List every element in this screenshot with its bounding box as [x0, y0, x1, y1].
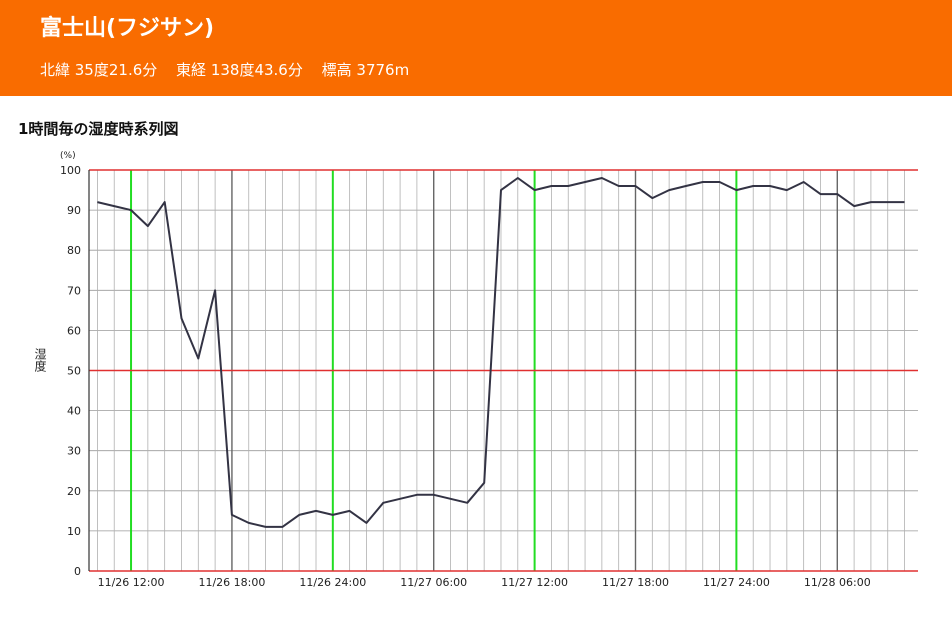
y-tick-label: 40 — [67, 405, 81, 418]
y-unit-label: (%) — [60, 151, 76, 161]
x-tick-label: 11/26 24:00 — [299, 576, 366, 589]
y-tick-label: 10 — [67, 525, 81, 538]
y-tick-label: 30 — [67, 445, 81, 458]
x-tick-label: 11/26 18:00 — [198, 576, 265, 589]
x-tick-label: 11/27 12:00 — [501, 576, 568, 589]
x-tick-labels: 11/26 12:00 11/26 18:00 11/26 24:00 11/27 0… — [98, 576, 871, 589]
reference-lines — [89, 169, 918, 572]
station-name: 富士山(フジサン) — [40, 16, 215, 41]
latitude: 北緯 35度21.6分 — [40, 61, 158, 79]
y-tick-label: 60 — [67, 324, 81, 337]
y-tick-label: 20 — [67, 485, 81, 498]
elevation: 標高 3776m — [321, 61, 410, 79]
y-tick-label: 70 — [67, 284, 81, 297]
x-tick-label: 11/27 24:00 — [703, 576, 770, 589]
chart-title: 1時間毎の湿度時系列図 — [18, 120, 179, 138]
humidity-series — [97, 177, 905, 528]
humidity-line — [97, 177, 905, 528]
y-tick-label: 80 — [67, 244, 81, 257]
station-coordinates: 北緯 35度21.6分 東経 138度43.6分 標高 3776m — [40, 60, 952, 80]
y-tick-label: 100 — [60, 164, 81, 177]
y-axis-label: 湿度 — [33, 347, 47, 372]
x-tick-label: 11/27 06:00 — [400, 576, 467, 589]
y-tick-labels: 0 10 20 30 40 50 60 70 80 90 100 — [60, 164, 81, 578]
station-header: 富士山(フジサン) 北緯 35度21.6分 東経 138度43.6分 標高 37… — [0, 0, 952, 96]
y-tick-label: 0 — [74, 565, 81, 578]
y-tick-label: 50 — [67, 365, 81, 378]
x-tick-label: 11/28 06:00 — [804, 576, 871, 589]
x-tick-label: 11/27 18:00 — [602, 576, 669, 589]
x-tick-label: 11/26 12:00 — [98, 576, 165, 589]
longitude: 東経 138度43.6分 — [176, 61, 303, 79]
y-tick-label: 90 — [67, 204, 81, 217]
